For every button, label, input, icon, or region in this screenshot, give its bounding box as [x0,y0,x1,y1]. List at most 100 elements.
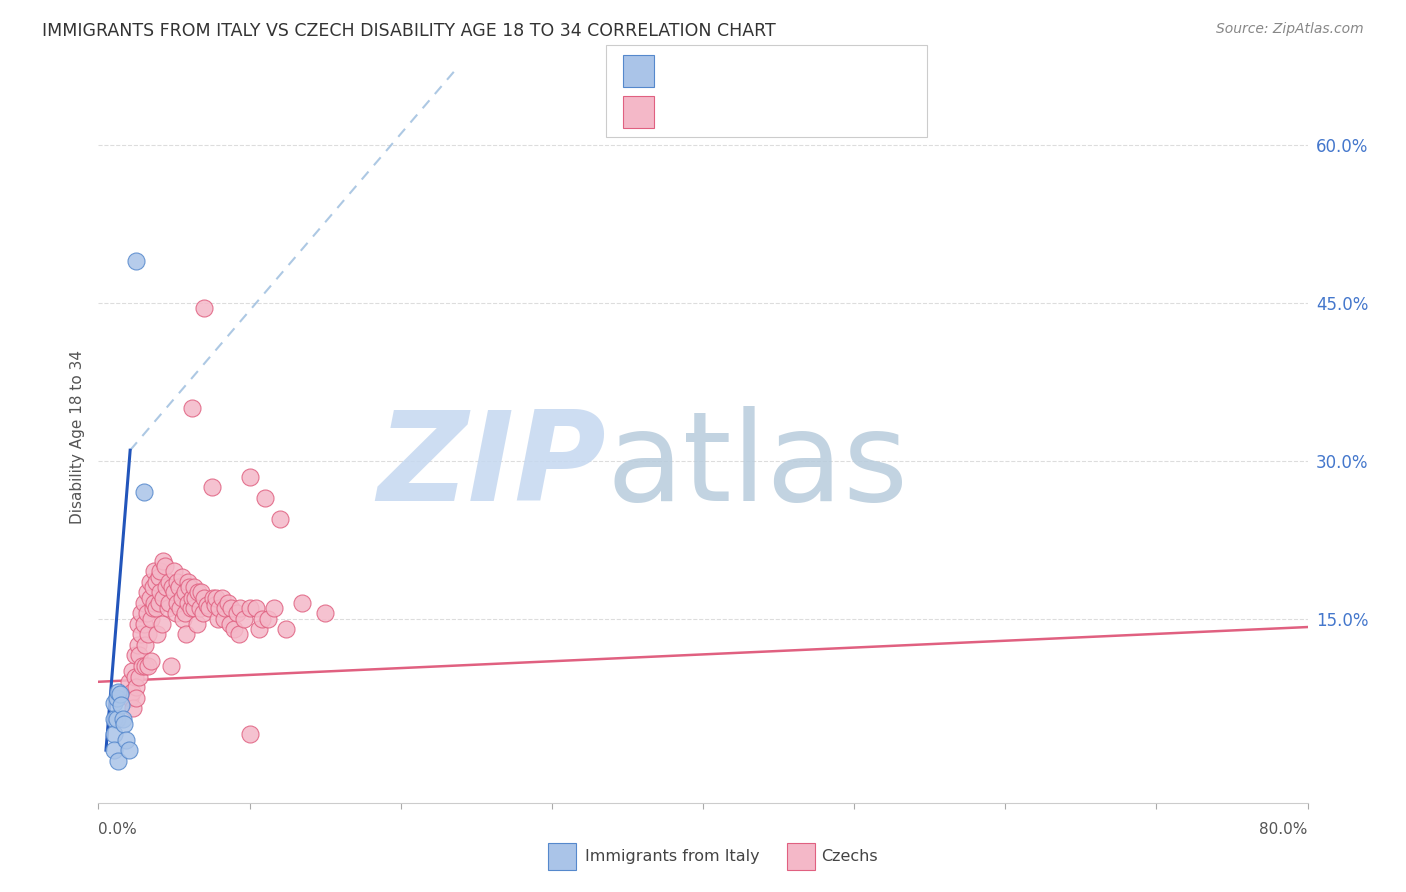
Point [166,596,188,610]
Point [224,622,246,636]
Point [148,569,170,583]
Point [105,690,128,705]
Point [173,585,195,599]
Point [163,585,186,599]
Point [208,601,231,615]
Point [127,616,149,631]
Point [108,687,131,701]
Point [136,627,159,641]
Point [167,580,190,594]
Point [131,659,153,673]
Point [193,301,215,315]
Point [153,559,176,574]
Point [202,591,225,605]
Point [145,574,167,589]
Point [204,598,226,612]
Point [142,601,165,615]
Point [146,627,169,641]
Point [132,596,155,610]
Point [152,591,174,605]
Point [274,622,297,636]
Text: IMMIGRANTS FROM ITALY VS CZECH DISABILITY AGE 18 TO 34 CORRELATION CHART: IMMIGRANTS FROM ITALY VS CZECH DISABILIT… [42,22,776,40]
Point [205,591,228,605]
Point [129,607,152,621]
Point [160,659,183,673]
Point [207,612,229,626]
Point [105,712,128,726]
Point [217,596,239,610]
Point [125,690,148,705]
Text: 80.0%: 80.0% [1260,822,1308,837]
Point [148,596,170,610]
Point [149,564,172,578]
Point [103,727,125,741]
Point [103,712,125,726]
Point [190,585,212,599]
Point [176,574,198,589]
Point [155,580,177,594]
Point [314,607,336,621]
Point [121,665,143,679]
Point [221,601,243,615]
Point [103,696,125,710]
Point [121,685,143,699]
Point [159,596,181,610]
Point [134,659,156,673]
Point [125,680,148,694]
Point [142,580,165,594]
Point [250,612,273,626]
Point [128,669,150,683]
Point [269,511,291,525]
Text: R =  0.620    N =   16: R = 0.620 N = 16 [665,62,844,80]
Point [193,591,215,605]
Point [214,601,236,615]
Point [229,601,252,615]
Point [239,469,262,483]
Point [124,669,146,683]
Point [291,596,314,610]
Point [107,685,129,699]
Point [219,616,242,631]
Point [186,616,208,631]
Point [162,580,184,594]
Point [239,727,262,741]
Point [132,616,155,631]
Point [201,480,224,494]
Point [145,601,167,615]
Point [228,627,250,641]
Point [179,580,201,594]
Point [247,622,270,636]
Point [174,627,197,641]
Point [135,607,157,621]
Point [170,569,193,583]
Point [163,564,186,578]
Point [183,601,205,615]
Text: Czechs: Czechs [821,849,877,863]
Point [134,638,156,652]
Point [245,601,267,615]
Point [253,491,276,505]
Point [141,612,163,626]
Text: 0.0%: 0.0% [98,822,138,837]
Point [212,612,235,626]
Text: ZIP: ZIP [378,406,606,527]
Point [118,674,141,689]
Point [183,580,205,594]
Point [187,585,209,599]
Point [156,601,179,615]
Point [135,585,157,599]
Point [125,253,148,268]
Point [184,591,207,605]
Point [180,601,202,615]
Point [111,712,134,726]
Point [139,591,162,605]
Point [143,564,166,578]
Point [232,612,254,626]
Point [149,585,172,599]
Point [129,627,152,641]
Point [103,743,125,757]
Point [139,574,162,589]
Point [122,701,145,715]
Point [226,607,249,621]
Point [150,616,173,631]
